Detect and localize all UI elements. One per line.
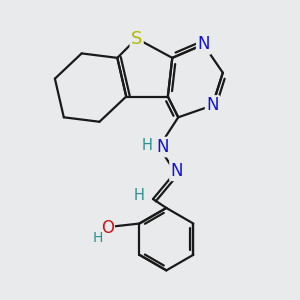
Text: H: H: [133, 188, 144, 203]
Text: N: N: [156, 138, 169, 156]
Text: H: H: [142, 138, 152, 153]
Text: H: H: [92, 231, 103, 245]
Text: S: S: [131, 29, 142, 47]
Text: N: N: [197, 35, 210, 53]
Text: N: N: [170, 162, 183, 180]
Text: O: O: [101, 219, 114, 237]
Text: N: N: [206, 96, 219, 114]
